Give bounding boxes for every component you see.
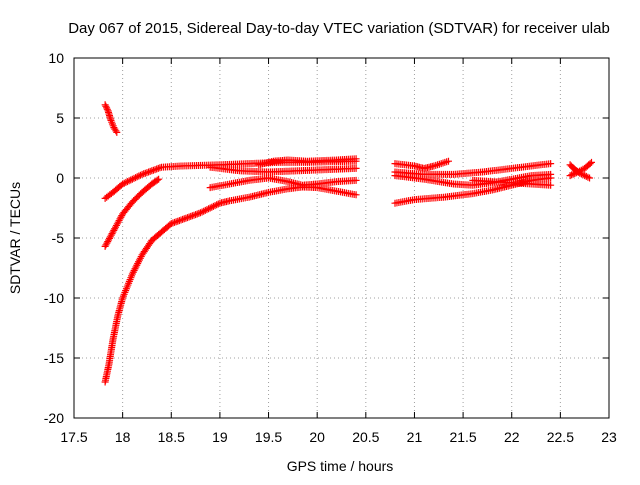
- y-tick-label: 10: [48, 50, 64, 66]
- series-track-n: [566, 158, 595, 180]
- x-axis-label: GPS time / hours: [287, 458, 394, 474]
- data-point: [352, 191, 360, 199]
- x-tick-label: 19: [212, 429, 228, 445]
- data-point: [132, 174, 140, 182]
- data-point: [214, 200, 222, 208]
- data-point: [211, 202, 219, 210]
- data-point: [112, 127, 120, 135]
- series-track-f: [206, 163, 360, 176]
- x-tick-label: 22.5: [547, 429, 574, 445]
- data-point: [205, 205, 213, 213]
- data-point: [130, 174, 138, 182]
- y-tick-label: -20: [44, 410, 64, 426]
- data-point: [127, 176, 135, 184]
- data-points: [101, 101, 595, 386]
- x-tick-label: 18: [115, 429, 131, 445]
- data-point: [155, 175, 163, 183]
- series-track-k: [391, 170, 555, 189]
- series-track-i: [391, 157, 452, 172]
- series-track-g: [255, 155, 360, 169]
- x-tick-label: 21: [407, 429, 423, 445]
- data-point: [101, 101, 109, 109]
- data-point: [445, 157, 452, 165]
- data-point: [547, 160, 555, 168]
- data-point: [135, 172, 143, 180]
- data-point: [209, 202, 217, 210]
- x-tick-label: 21.5: [449, 429, 476, 445]
- data-point: [124, 178, 131, 186]
- y-axis-label: SDTVAR / TECUs: [7, 182, 23, 294]
- data-point: [122, 178, 130, 186]
- data-point: [198, 208, 206, 216]
- data-point: [213, 201, 221, 209]
- y-tick-label: -15: [44, 350, 64, 366]
- data-point: [103, 104, 111, 112]
- x-tick-label: 20: [309, 429, 325, 445]
- data-point: [200, 207, 208, 215]
- data-point: [352, 155, 360, 163]
- series-track-d: [101, 183, 360, 386]
- chart-title: Day 067 of 2015, Sidereal Day-to-day VTE…: [68, 20, 610, 37]
- y-tick-label: 5: [56, 110, 64, 126]
- data-point: [125, 177, 133, 185]
- data-point: [566, 172, 574, 180]
- data-point: [103, 105, 111, 113]
- series-track-l: [469, 176, 555, 189]
- data-point: [196, 209, 204, 217]
- data-point: [586, 160, 594, 168]
- data-point: [201, 206, 209, 214]
- data-point: [203, 206, 211, 214]
- data-point: [113, 128, 121, 136]
- axis-ticks: 17.5 18 18.5 19 19.5 20 20.5 21 21.5 22 22.5 23 -20 -…: [44, 50, 617, 445]
- data-point: [104, 238, 112, 246]
- data-point: [133, 173, 141, 181]
- x-tick-label: 19.5: [255, 429, 282, 445]
- series-track-c: [101, 175, 163, 250]
- data-point: [584, 173, 592, 181]
- data-point: [208, 203, 216, 211]
- data-point: [119, 180, 127, 188]
- data-point: [581, 172, 589, 180]
- series-track-j: [391, 160, 555, 178]
- data-point: [120, 179, 128, 187]
- data-point: [106, 233, 114, 241]
- data-point: [568, 171, 576, 179]
- x-tick-label: 22: [504, 429, 520, 445]
- data-point: [571, 169, 579, 177]
- data-point: [105, 234, 113, 242]
- y-tick-label: -5: [52, 230, 65, 246]
- data-point: [136, 171, 144, 179]
- data-point: [586, 174, 594, 182]
- data-point: [103, 239, 111, 247]
- data-point: [352, 164, 360, 172]
- data-point: [572, 169, 580, 177]
- data-point: [153, 176, 161, 184]
- grid-lines: [74, 58, 609, 418]
- data-point: [105, 236, 113, 244]
- x-tick-label: 23: [601, 429, 617, 445]
- data-point: [102, 102, 110, 110]
- data-point: [206, 204, 214, 212]
- data-point: [582, 172, 590, 180]
- x-tick-label: 18.5: [158, 429, 185, 445]
- data-point: [102, 241, 110, 249]
- series-track-a: [101, 101, 121, 136]
- data-point: [128, 175, 136, 183]
- data-point: [587, 158, 595, 166]
- data-point: [547, 170, 555, 178]
- data-point: [101, 242, 109, 250]
- data-point: [352, 176, 360, 184]
- data-point: [107, 231, 115, 239]
- x-tick-label: 20.5: [352, 429, 379, 445]
- y-tick-label: 0: [56, 170, 64, 186]
- x-tick-label: 17.5: [60, 429, 87, 445]
- series-track-e: [206, 174, 360, 192]
- y-tick-label: -10: [44, 290, 64, 306]
- data-point: [547, 181, 555, 189]
- data-point: [569, 170, 577, 178]
